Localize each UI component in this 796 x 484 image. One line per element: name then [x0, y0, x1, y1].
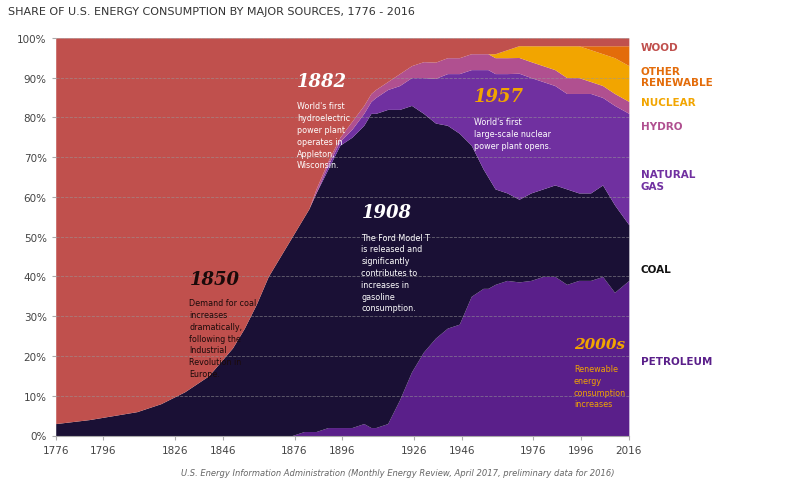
Text: Demand for coal
increases
dramatically,
following the
Industrial
Revolution in
E: Demand for coal increases dramatically, … — [189, 299, 256, 378]
Text: NATURAL
GAS: NATURAL GAS — [641, 170, 695, 191]
Text: 1908: 1908 — [361, 203, 412, 221]
Text: U.S. Energy Information Administration (Monthly Energy Review, April 2017, preli: U.S. Energy Information Administration (… — [181, 468, 615, 477]
Text: WOOD: WOOD — [641, 43, 678, 53]
Text: SHARE OF U.S. ENERGY CONSUMPTION BY MAJOR SOURCES, 1776 - 2016: SHARE OF U.S. ENERGY CONSUMPTION BY MAJO… — [8, 7, 415, 17]
Text: 1957: 1957 — [474, 88, 524, 106]
Text: PETROLEUM: PETROLEUM — [641, 356, 712, 366]
Text: 2000s: 2000s — [574, 337, 625, 351]
Text: World's first
large-scale nuclear
power plant opens.: World's first large-scale nuclear power … — [474, 118, 551, 151]
Text: OTHER
RENEWABLE: OTHER RENEWABLE — [641, 66, 712, 88]
Text: COAL: COAL — [641, 265, 672, 275]
Text: 1882: 1882 — [297, 73, 347, 91]
Text: The Ford Model T
is released and
significantly
contributes to
increases in
gasol: The Ford Model T is released and signifi… — [361, 233, 431, 313]
Text: NUCLEAR: NUCLEAR — [641, 98, 696, 108]
Text: HYDRO: HYDRO — [641, 122, 682, 132]
Text: 1850: 1850 — [189, 271, 240, 289]
Text: Renewable
energy
consumption
increases: Renewable energy consumption increases — [574, 364, 626, 408]
Text: World's first
hydroelectric
power plant
operates in
Appleton,
Wisconsin.: World's first hydroelectric power plant … — [297, 102, 350, 170]
